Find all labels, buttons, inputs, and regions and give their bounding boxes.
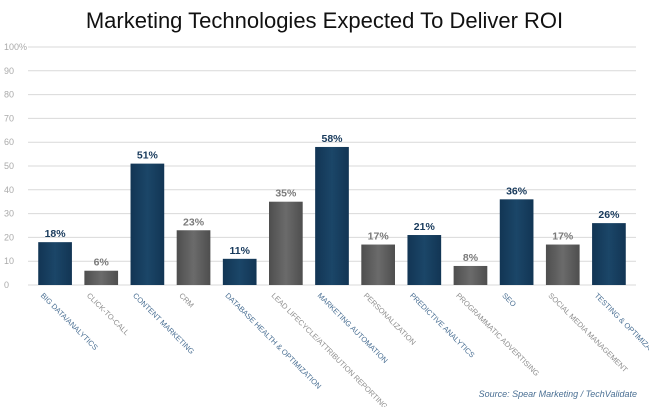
bar-value-label: 26% bbox=[598, 209, 620, 221]
bar-value-label: 35% bbox=[275, 188, 297, 200]
bar bbox=[38, 242, 72, 285]
bar-value-label: 18% bbox=[45, 228, 67, 240]
bar bbox=[499, 199, 534, 285]
bar bbox=[315, 146, 349, 285]
y-tick-label: 50 bbox=[4, 161, 14, 171]
y-tick-label: 10 bbox=[4, 256, 14, 266]
category-label: PROGRAMMATIC ADVERTISING bbox=[454, 291, 541, 378]
y-tick-label: 70 bbox=[4, 113, 14, 123]
bar bbox=[361, 244, 395, 285]
bar-value-label: 51% bbox=[137, 150, 159, 162]
bar bbox=[84, 270, 119, 285]
bar bbox=[592, 223, 626, 285]
bar bbox=[407, 235, 442, 285]
category-label: SEO bbox=[500, 291, 518, 309]
bar bbox=[545, 244, 580, 285]
bar-value-label: 36% bbox=[506, 185, 528, 197]
bar-value-label: 21% bbox=[414, 221, 436, 233]
y-tick-label: 30 bbox=[4, 209, 14, 219]
chart-title: Marketing Technologies Expected To Deliv… bbox=[85, 8, 564, 33]
bar-value-label: 8% bbox=[463, 252, 479, 264]
bar-value-label: 23% bbox=[183, 216, 205, 228]
bar bbox=[222, 258, 257, 285]
y-tick-label: 90 bbox=[4, 66, 14, 76]
source-note: Source: Spear Marketing / TechValidate bbox=[478, 389, 637, 399]
bar-value-label: 17% bbox=[368, 231, 390, 243]
y-tick-label: 60 bbox=[4, 137, 14, 147]
y-tick-label: 100% bbox=[4, 42, 27, 52]
bar bbox=[176, 230, 211, 285]
bar bbox=[130, 163, 165, 285]
category-label: DATABASE HEALTH & OPTIMIZATION bbox=[223, 291, 323, 391]
y-tick-label: 80 bbox=[4, 90, 14, 100]
category-label: TESTING & OPTIMIZATION bbox=[593, 291, 649, 364]
category-label: CRM bbox=[177, 291, 195, 309]
y-tick-label: 0 bbox=[4, 280, 9, 290]
category-label: CLICK-TO-CALL bbox=[85, 291, 131, 337]
category-label: SOCIAL MEDIA MANAGEMENT bbox=[547, 291, 630, 374]
bar bbox=[453, 265, 488, 285]
bar-value-label: 58% bbox=[321, 133, 343, 145]
bar-value-label: 17% bbox=[552, 231, 574, 243]
bar bbox=[269, 201, 303, 285]
bar-value-label: 11% bbox=[229, 245, 250, 257]
y-tick-label: 20 bbox=[4, 232, 14, 242]
y-tick-label: 40 bbox=[4, 185, 14, 195]
bar-value-label: 6% bbox=[94, 257, 110, 269]
